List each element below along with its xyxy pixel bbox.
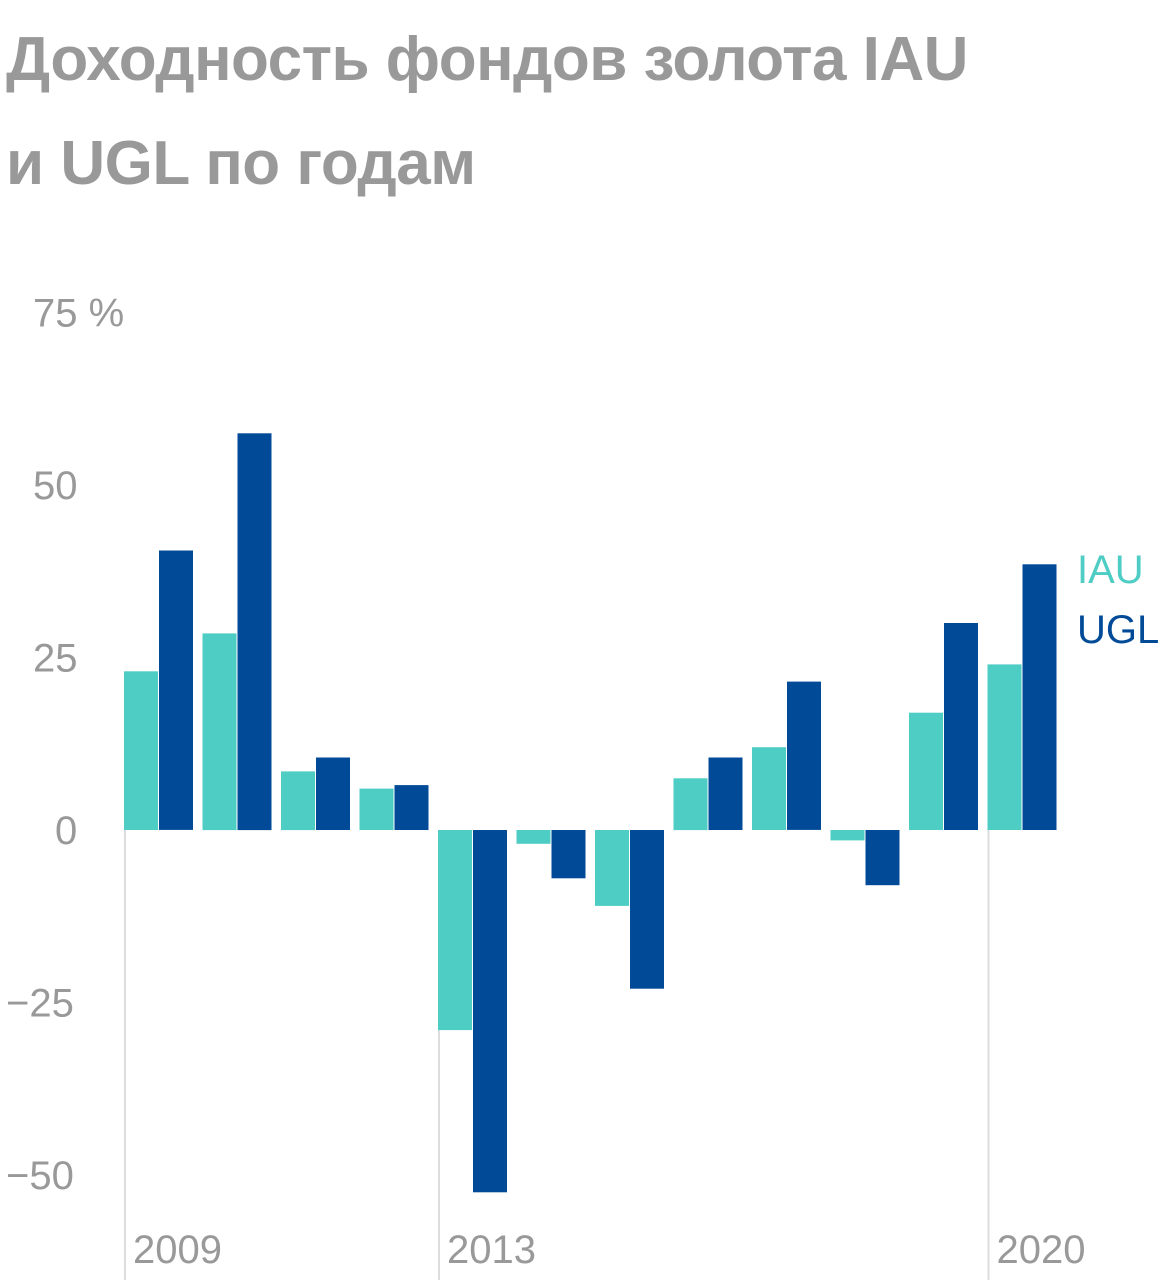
bar-ugl-2014 <box>551 830 586 879</box>
series-ugl <box>159 433 1057 1193</box>
bar-ugl-2012 <box>394 785 429 830</box>
bar-iau-2014 <box>516 830 551 844</box>
bar-ugl-2017 <box>787 681 821 830</box>
bar-iau-2016 <box>673 778 708 831</box>
bar-iau-2015 <box>595 830 629 906</box>
bars <box>124 433 1057 1193</box>
y-tick-label: −50 <box>6 1154 74 1198</box>
chart-title-line-1: Доходность фондов золота IAU <box>6 25 968 94</box>
chart-title: Доходность фондов золота IAU и UGL по го… <box>6 8 1146 216</box>
bar-iau-2011 <box>281 771 315 831</box>
bar-iau-2009 <box>124 671 158 830</box>
y-tick-label: 50 <box>33 464 78 508</box>
bar-ugl-2018 <box>865 830 900 886</box>
y-tick-label: −25 <box>6 982 74 1026</box>
bar-iau-2012 <box>359 788 394 830</box>
x-tick-label: 2009 <box>133 1228 222 1272</box>
y-axis: 75 % 50 25 0 −25 −50 <box>6 292 124 1199</box>
x-tick-label: 2013 <box>447 1228 536 1272</box>
legend-item-ugl: UGL <box>1077 608 1159 652</box>
bar-ugl-2011 <box>316 757 350 830</box>
y-tick-label: 25 <box>33 637 78 681</box>
y-tick-label: 75 % <box>33 292 124 336</box>
bar-ugl-2016 <box>708 757 743 830</box>
x-tick-label: 2020 <box>997 1228 1086 1272</box>
bar-iau-2013 <box>438 830 472 1031</box>
chart-title-line-2: и UGL по годам <box>6 129 476 198</box>
bar-ugl-2015 <box>630 830 664 989</box>
bar-iau-2018 <box>830 830 865 841</box>
bar-ugl-2010 <box>237 433 272 831</box>
bar-iau-2010 <box>202 633 237 831</box>
bar-ugl-2019 <box>944 623 978 830</box>
legend: IAU UGL <box>1077 548 1159 652</box>
bar-iau-2020 <box>987 664 1022 830</box>
bar-ugl-2009 <box>159 550 193 830</box>
bar-ugl-2013 <box>473 830 507 1193</box>
bar-ugl-2020 <box>1022 564 1057 830</box>
y-tick-label: 0 <box>55 809 77 853</box>
bar-iau-2017 <box>752 747 786 830</box>
bar-iau-2019 <box>909 712 943 830</box>
legend-item-iau: IAU <box>1077 548 1144 592</box>
series-iau <box>124 633 1022 1031</box>
